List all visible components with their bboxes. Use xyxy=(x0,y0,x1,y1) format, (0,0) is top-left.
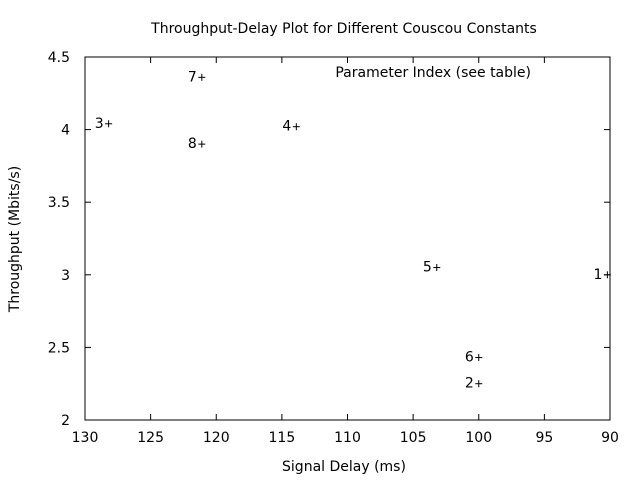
point-label: 6 xyxy=(465,350,474,366)
chart-title: Throughput-Delay Plot for Different Cous… xyxy=(150,21,537,37)
point-label: 8 xyxy=(188,136,197,152)
y-tick-label: 2 xyxy=(61,413,70,429)
x-tick-label: 125 xyxy=(137,430,164,446)
x-tick-label: 120 xyxy=(203,430,230,446)
x-tick-label: 95 xyxy=(535,430,553,446)
point-label: 5 xyxy=(423,260,432,276)
data-points: 1 2 3 4 5 6 7 8 xyxy=(95,69,611,392)
y-tick-label: 4.5 xyxy=(48,50,70,66)
data-point: 4 xyxy=(282,119,300,135)
y-tick-label: 4 xyxy=(61,123,70,139)
data-point: 5 xyxy=(423,260,441,276)
data-point: 6 xyxy=(465,350,483,366)
x-tick-label: 115 xyxy=(269,430,296,446)
point-label: 1 xyxy=(593,267,602,283)
x-tick-label: 105 xyxy=(400,430,427,446)
data-point: 8 xyxy=(188,136,206,152)
x-tick-label: 90 xyxy=(601,430,619,446)
data-point: 3 xyxy=(95,116,113,132)
axis-ticks xyxy=(84,56,611,421)
y-tick-label: 3.5 xyxy=(48,195,70,211)
point-label: 7 xyxy=(188,69,197,85)
x-tick-label: 130 xyxy=(72,430,99,446)
x-tick-label: 110 xyxy=(334,430,361,446)
point-label: 2 xyxy=(465,376,474,392)
data-point: 7 xyxy=(188,69,206,85)
legend-title: Parameter Index (see table) xyxy=(335,65,531,81)
point-label: 3 xyxy=(95,116,104,132)
data-point: 2 xyxy=(465,376,483,392)
x-tick-labels: 130 125 120 115 110 105 100 95 90 xyxy=(72,430,619,446)
x-axis-label: Signal Delay (ms) xyxy=(282,459,406,475)
y-axis-label: Throughput (Mbits/s) xyxy=(7,166,23,313)
y-tick-label: 3 xyxy=(61,268,70,284)
x-tick-label: 100 xyxy=(465,430,492,446)
point-label: 4 xyxy=(282,119,291,135)
plot-frame xyxy=(84,56,611,421)
data-point: 1 xyxy=(593,267,611,283)
y-tick-label: 2.5 xyxy=(48,340,70,356)
y-tick-labels: 2 2.5 3 3.5 4 4.5 xyxy=(48,50,70,429)
